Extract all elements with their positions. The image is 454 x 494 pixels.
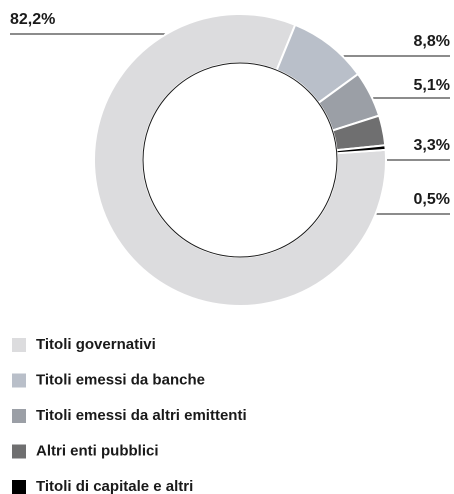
leader-line xyxy=(10,29,193,35)
data-label: 8,8% xyxy=(414,33,450,50)
legend-swatch xyxy=(12,338,26,352)
data-label: 3,3% xyxy=(414,137,450,154)
data-label: 0,5% xyxy=(414,191,450,208)
data-label: 82,2% xyxy=(10,11,55,28)
legend-label: Titoli governativi xyxy=(36,336,156,353)
inner-circle xyxy=(142,62,338,258)
legend-swatch xyxy=(12,409,26,423)
legend-swatch xyxy=(12,480,26,494)
legend-label: Titoli di capitale e altri xyxy=(36,478,193,494)
legend-label: Titoli emessi da altri emittenti xyxy=(36,407,247,424)
legend-label: Titoli emessi da banche xyxy=(36,371,205,388)
data-label: 5,1% xyxy=(414,77,450,94)
legend-label: Altri enti pubblici xyxy=(36,442,159,459)
legend-swatch xyxy=(12,444,26,459)
legend-swatch xyxy=(12,373,26,388)
